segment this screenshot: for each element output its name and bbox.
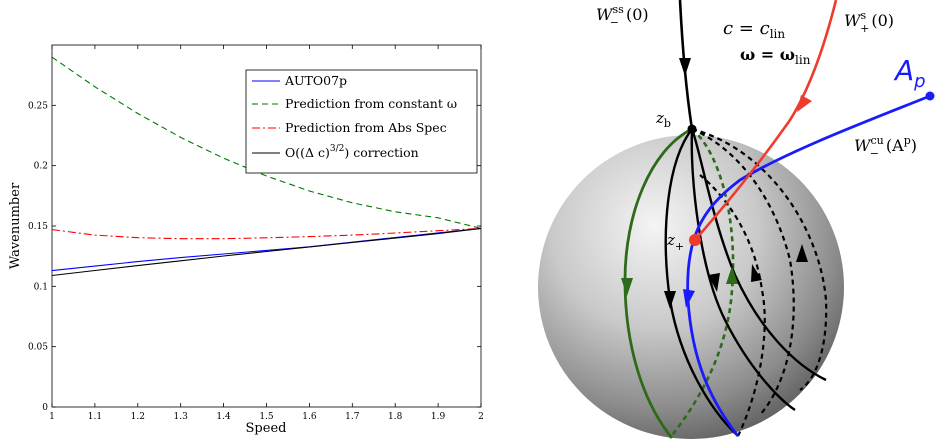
- x-tick-label: 2: [478, 412, 484, 422]
- arrow-icon: [683, 289, 695, 308]
- arrow-icon: [664, 291, 676, 309]
- legend-label: Prediction from Abs Spec: [285, 120, 447, 135]
- x-tick-label: 1.7: [345, 412, 360, 422]
- sphere-diagram: Wss − (0) c = clin ω = ωlin Ws + (0) Ap Wcu −…: [538, 0, 935, 439]
- series-line-0: [52, 227, 481, 272]
- x-tick-label: 1.3: [174, 412, 189, 422]
- w-cu-label: Wcu − (Ap): [854, 134, 917, 160]
- y-tick-label: 0.15: [28, 222, 48, 232]
- x-tick-label: 1.8: [388, 412, 403, 422]
- legend-label: AUTO07p: [284, 73, 347, 88]
- z-plus-point: [689, 234, 701, 246]
- x-tick-label: 1: [49, 412, 55, 422]
- w-ss-label: Wss − (0): [596, 3, 649, 29]
- x-tick-label: 1.6: [302, 412, 317, 422]
- x-axis-label: Speed: [246, 421, 287, 436]
- arrow-icon: [621, 278, 633, 296]
- arrow-icon: [679, 58, 691, 76]
- c-equation: c = clin: [723, 18, 785, 41]
- series-line-3: [52, 227, 481, 277]
- z-plus-label: z+: [666, 231, 684, 253]
- x-tick-label: 1.9: [431, 412, 446, 422]
- w-s-label: Ws + (0): [844, 9, 894, 35]
- y-tick-label: 0.2: [34, 162, 48, 172]
- series-lines: [52, 56, 481, 277]
- y-axis: 0 0.05 0.1 0.15 0.2 0.25: [28, 101, 481, 413]
- arrowheads: [621, 58, 812, 309]
- y-tick-label: 0: [42, 403, 48, 413]
- y-tick-label: 0.05: [28, 343, 48, 353]
- line-chart: 00.050.10.150.20.25 1 1.1 1.2 1.3 1.4 1.5 1.6 1…: [8, 44, 484, 436]
- x-tick-label: 1.2: [131, 412, 145, 422]
- ap-point: [925, 91, 935, 101]
- zb-label: zb: [655, 109, 671, 130]
- series-line-2: [52, 227, 481, 240]
- y-axis-label: Wavenumber: [8, 182, 23, 269]
- black-dashed-orbit-2: [691, 127, 828, 391]
- red-orbit: [694, 0, 838, 241]
- arrow-icon: [796, 244, 808, 262]
- ap-label: Ap: [893, 54, 926, 92]
- legend-label: O((Δ c)3/2) correction: [285, 144, 419, 160]
- blue-orbit: [686, 94, 931, 437]
- x-axis: 1 1.1 1.2 1.3 1.4 1.5 1.6 1.7 1.8 1.9 2: [49, 45, 484, 422]
- legend-label: Prediction from constant ω: [285, 96, 457, 111]
- sphere: [538, 135, 844, 439]
- y-tick-label: 0.1: [34, 282, 48, 292]
- omega-equation: ω = ωlin: [740, 45, 811, 67]
- arrow-icon: [797, 95, 812, 112]
- black-orbit-2: [690, 128, 796, 411]
- zb-point: [687, 124, 697, 134]
- series-line-1: [52, 56, 481, 229]
- x-tick-label: 1.4: [216, 412, 231, 422]
- x-tick-label: 1.5: [259, 412, 274, 422]
- arrow-icon: [708, 273, 720, 292]
- green-dashed-orbit: [668, 127, 735, 439]
- arrow-icon: [751, 264, 762, 282]
- arrow-icon: [726, 266, 738, 284]
- y-tick-label: 0.25: [28, 101, 48, 111]
- black-dashed-orbit-1: [691, 127, 795, 416]
- legend-box: [245, 69, 478, 174]
- x-tick-label: 1.1: [88, 412, 102, 422]
- legend: AUTO07p Prediction from constant ω Predict…: [245, 69, 478, 174]
